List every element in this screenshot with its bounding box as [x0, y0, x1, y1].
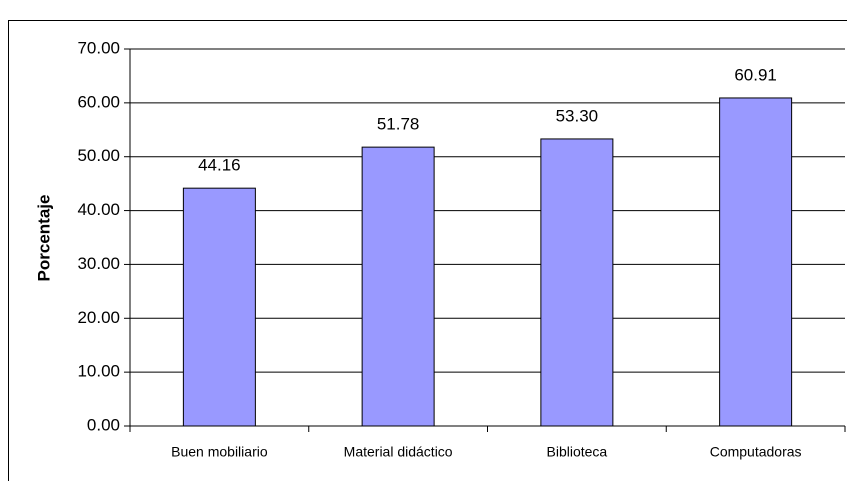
data-label: 53.30 [556, 106, 599, 125]
bar [361, 146, 435, 427]
x-tick-label: Biblioteca [547, 444, 608, 460]
y-tick-label: 30.00 [77, 254, 120, 273]
y-tick-label: 60.00 [77, 92, 120, 111]
bar [719, 97, 793, 427]
bar [182, 187, 256, 427]
y-tick-label: 70.00 [77, 38, 120, 57]
y-tick-label: 40.00 [77, 200, 120, 219]
bar [540, 138, 614, 427]
x-tick-label: Computadoras [710, 444, 802, 460]
y-tick-label: 50.00 [77, 146, 120, 165]
x-tick-label: Material didáctico [344, 444, 453, 460]
y-tick-label: 0.00 [87, 415, 120, 434]
data-label: 60.91 [734, 65, 777, 84]
data-label: 44.16 [198, 156, 241, 175]
y-axis-label: Porcentaje [34, 195, 53, 282]
y-tick-label: 20.00 [77, 308, 120, 327]
y-tick-label: 10.00 [77, 362, 120, 381]
x-tick-label: Buen mobiliario [171, 444, 268, 460]
data-label: 51.78 [377, 115, 420, 134]
